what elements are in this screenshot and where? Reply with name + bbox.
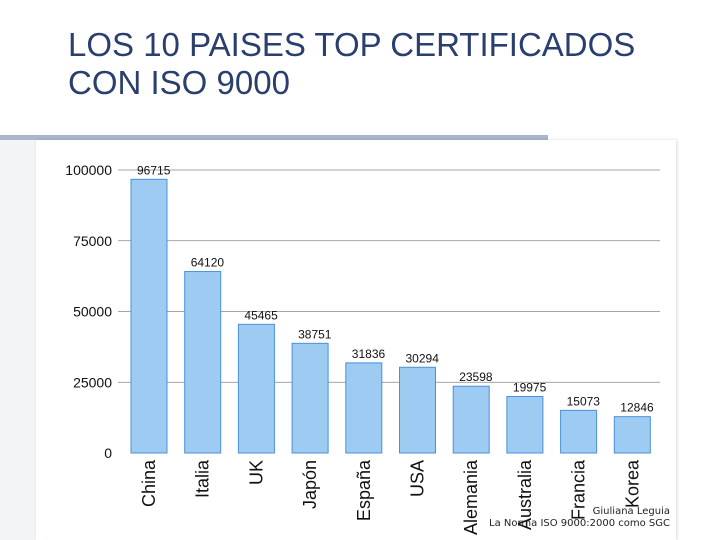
bar-value-label: 31836 <box>352 347 386 361</box>
bar <box>613 416 651 454</box>
category-label: China <box>139 459 159 507</box>
slide-title: LOS 10 PAISES TOP CERTIFICADOS CON ISO 9… <box>68 26 708 102</box>
title-line-1: LOS 10 PAISES TOP CERTIFICADOS <box>68 26 636 63</box>
bar-value-label: 19975 <box>513 380 547 394</box>
category-label: Alemania <box>461 459 481 535</box>
category-label: Australia <box>515 459 535 530</box>
bar <box>399 366 436 454</box>
y-tick-label: 0 <box>104 445 112 461</box>
bar-value-label: 15073 <box>567 394 601 408</box>
left-margin-strip <box>0 140 36 540</box>
bar-value-label: 45465 <box>244 308 278 322</box>
bar-value-label: 12846 <box>620 401 654 415</box>
bar <box>130 178 168 454</box>
y-tick-label: 50000 <box>73 304 112 320</box>
category-label: Japón <box>300 460 320 509</box>
category-label: Francia <box>569 459 589 520</box>
bar <box>237 323 275 454</box>
bar-value-label: 64120 <box>191 256 225 270</box>
category-label: España <box>354 459 374 521</box>
bar <box>506 395 544 454</box>
title-line-2: CON ISO 9000 <box>68 64 290 101</box>
bar <box>560 409 598 454</box>
y-tick-label: 75000 <box>73 233 112 249</box>
y-tick-label: 100000 <box>65 162 112 178</box>
bar-value-label: 38751 <box>298 327 332 341</box>
credit-author: Giuliana Leguia <box>592 506 670 517</box>
bar <box>452 385 490 454</box>
bar <box>345 362 383 454</box>
bar <box>291 342 329 454</box>
y-tick-label: 25000 <box>73 374 112 390</box>
bar-value-label: 23598 <box>459 370 493 384</box>
category-label: UK <box>246 460 266 485</box>
credit-subtitle: La Norma ISO 9000:2000 como SGC <box>489 518 670 529</box>
title-divider <box>0 135 548 140</box>
bar <box>184 271 222 454</box>
bar-value-label: 30294 <box>406 351 440 365</box>
bar-value-label: 96715 <box>137 163 171 177</box>
category-label: Korea <box>622 459 642 508</box>
category-label: USA <box>408 460 428 497</box>
category-label: Italia <box>193 459 213 498</box>
